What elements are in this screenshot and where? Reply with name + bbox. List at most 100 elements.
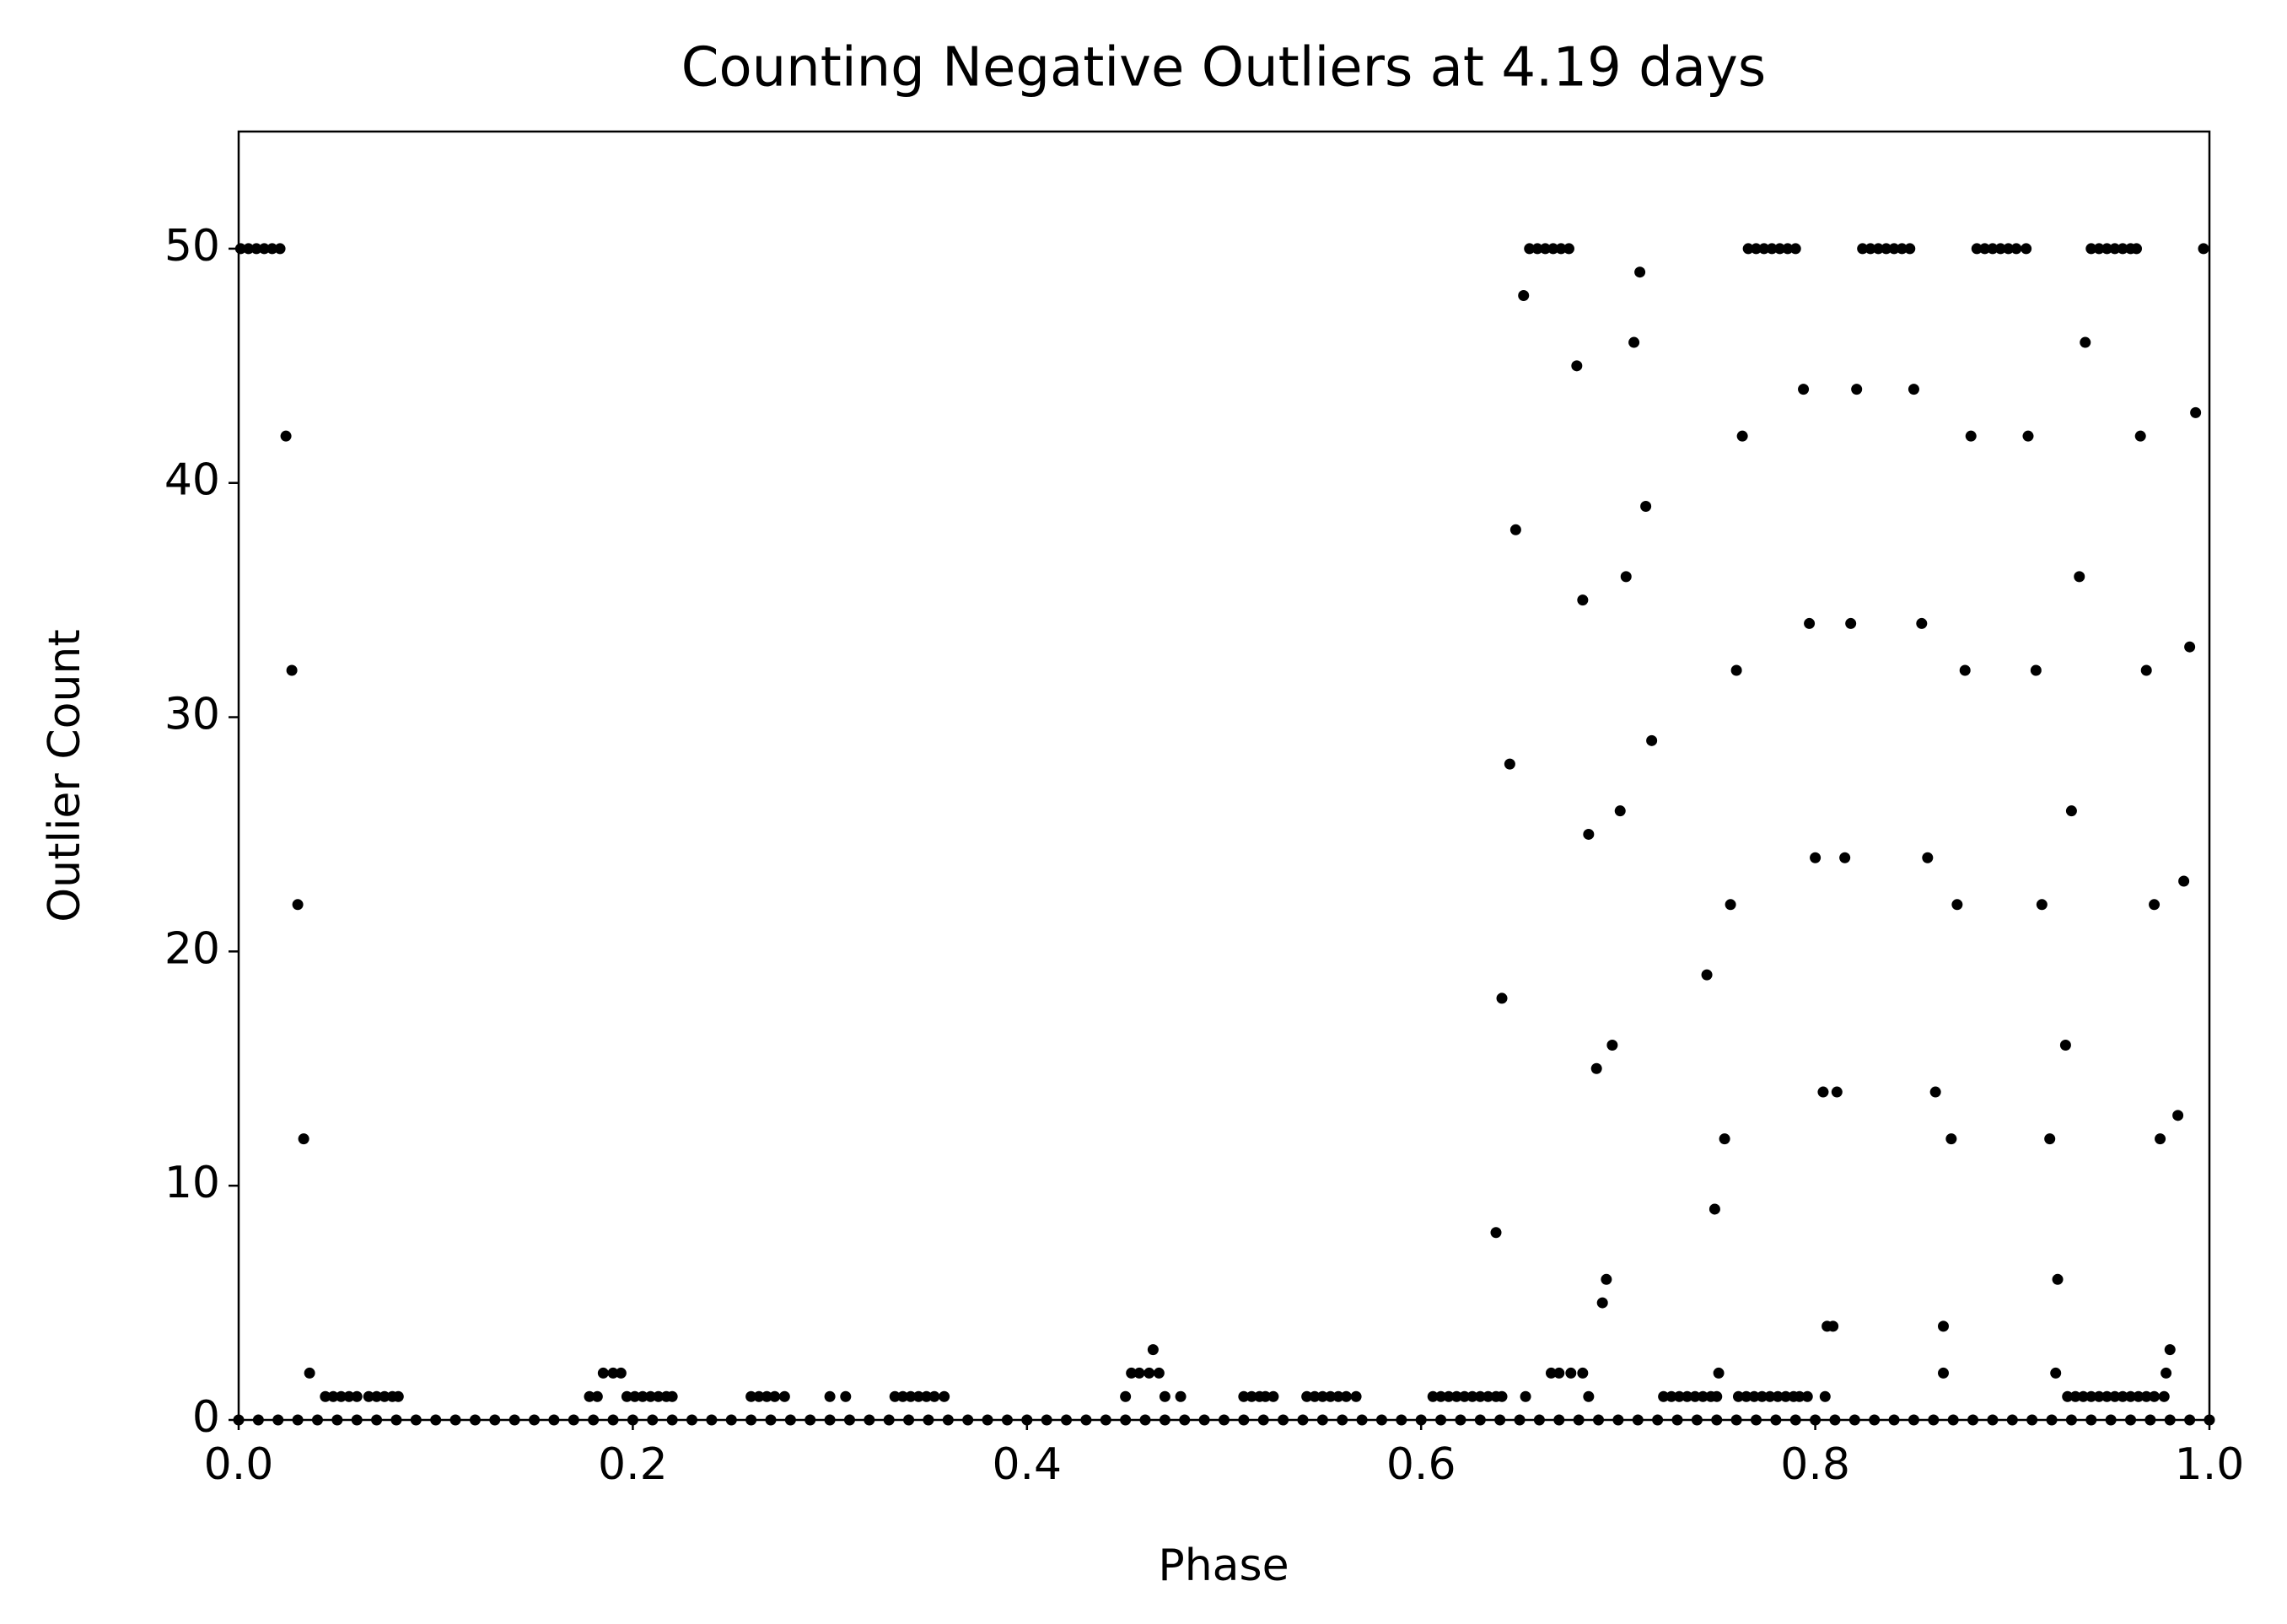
point — [1904, 243, 1916, 255]
point — [666, 1390, 678, 1402]
point — [1577, 594, 1589, 606]
point — [1316, 1390, 1328, 1402]
point — [1865, 243, 1876, 255]
point — [1583, 828, 1595, 840]
point — [1896, 243, 1908, 255]
point — [1971, 243, 1983, 255]
point — [761, 1390, 772, 1402]
y-tick-label: 20 — [164, 923, 220, 974]
point — [1845, 617, 1857, 629]
point — [1435, 1390, 1447, 1402]
point — [1758, 243, 1770, 255]
point — [1646, 734, 1658, 746]
point — [928, 1390, 940, 1402]
point — [1772, 1390, 1784, 1402]
point — [2021, 243, 2032, 255]
x-tick-label: 0.4 — [992, 1439, 1062, 1490]
point — [1810, 852, 1822, 863]
point — [2131, 243, 2143, 255]
point — [644, 1390, 656, 1402]
y-axis-label: Outlier Count — [40, 629, 90, 922]
point — [2044, 1133, 2056, 1145]
point — [2149, 899, 2161, 911]
point — [2074, 571, 2085, 583]
point — [1126, 1367, 1138, 1379]
point — [1908, 384, 1919, 395]
x-tick-label: 1.0 — [2175, 1439, 2245, 1490]
point — [1959, 664, 1971, 676]
point — [1736, 430, 1748, 442]
point — [2133, 1390, 2144, 1402]
point — [1509, 524, 1521, 535]
point — [1590, 1062, 1602, 1074]
point — [921, 1390, 933, 1402]
point — [1601, 1273, 1612, 1285]
point — [840, 1390, 852, 1402]
point — [824, 1390, 836, 1402]
point — [1697, 1390, 1709, 1402]
point — [1531, 243, 1543, 255]
x-tick-label: 0.6 — [1386, 1439, 1456, 1490]
point — [351, 1390, 363, 1402]
point — [1794, 1390, 1805, 1402]
point — [1750, 243, 1762, 255]
point — [1979, 243, 1991, 255]
point — [1153, 1367, 1165, 1379]
point — [258, 243, 270, 255]
point — [2155, 1133, 2166, 1145]
point — [286, 664, 298, 676]
point — [1634, 266, 1646, 278]
point — [1614, 805, 1626, 817]
point — [769, 1390, 781, 1402]
point — [1881, 243, 1892, 255]
point — [2085, 1390, 2097, 1402]
point — [1780, 1390, 1792, 1402]
point — [1640, 501, 1652, 513]
point — [597, 1367, 609, 1379]
point — [1782, 243, 1794, 255]
point — [2172, 1110, 2184, 1121]
point — [363, 1390, 374, 1402]
point — [2077, 1390, 2089, 1402]
point — [1583, 1390, 1595, 1402]
point — [1938, 1320, 1950, 1332]
point — [1571, 360, 1583, 372]
point — [905, 1390, 917, 1402]
point — [1565, 1367, 1577, 1379]
point — [2101, 1390, 2112, 1402]
point — [1872, 243, 1884, 255]
point — [2109, 243, 2121, 255]
point — [1606, 1039, 1618, 1051]
point — [274, 243, 286, 255]
point — [1965, 430, 1977, 442]
point — [1719, 1133, 1730, 1145]
y-tick-label: 30 — [164, 690, 220, 740]
point — [2050, 1367, 2062, 1379]
point — [243, 243, 255, 255]
point — [280, 430, 292, 442]
point — [392, 1390, 404, 1402]
point — [2069, 1390, 2081, 1402]
point — [1524, 243, 1536, 255]
point — [778, 1390, 790, 1402]
point — [1547, 243, 1559, 255]
point — [1520, 1390, 1531, 1402]
point — [2059, 1039, 2071, 1051]
point — [1147, 1344, 1159, 1356]
point — [2134, 430, 2146, 442]
point — [1332, 1390, 1344, 1402]
point — [1474, 1390, 1486, 1402]
point — [1804, 617, 1816, 629]
point — [336, 1390, 347, 1402]
point — [1267, 1390, 1279, 1402]
point — [304, 1367, 315, 1379]
point — [653, 1390, 665, 1402]
point — [1730, 664, 1742, 676]
point — [1741, 1390, 1752, 1402]
point — [939, 1390, 950, 1402]
point — [2062, 1390, 2074, 1402]
point — [1732, 1390, 1744, 1402]
point — [912, 1390, 924, 1402]
x-axis-label: Phase — [1158, 1541, 1289, 1591]
